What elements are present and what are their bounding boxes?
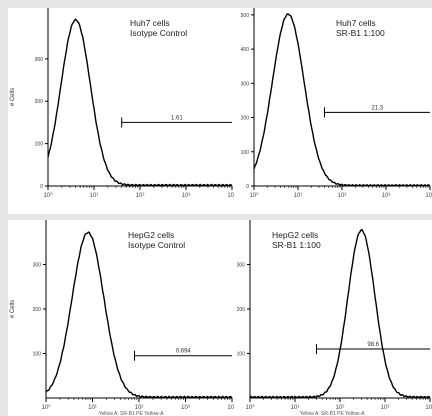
x-tick-label: 10⁴ <box>227 192 237 199</box>
histogram-panel: 0 100 200 300 10⁰ 10¹ 10² 10³ 10⁴ 1.61 Huh7 cellsI… <box>8 8 237 214</box>
y-axis-label: # Cells <box>10 88 16 106</box>
panel-background <box>234 220 432 416</box>
y-tick-label: 100 <box>35 142 44 148</box>
histogram-panel: 100 200 300 10⁰ 10¹ 10² 10³ 10⁴ 0.694 HepG2 cells… <box>8 220 237 416</box>
histogram-curve <box>253 13 431 187</box>
x-tick-label: 10² <box>136 193 145 199</box>
x-tick-label: 10³ <box>181 405 190 411</box>
panel-title: Huh7 cells <box>130 18 170 28</box>
panel-background <box>234 8 432 214</box>
x-axis-label: Yellow A: SR-B1 PE Yellow-A <box>300 411 366 416</box>
panel-title: Huh7 cells <box>336 18 376 28</box>
panel-title: HepG2 cells <box>128 230 174 240</box>
y-tick-label: 300 <box>237 263 246 269</box>
y-tick-label: 100 <box>237 352 246 358</box>
histogram-panel: 100 200 300 10⁰ 10¹ 10² 10³ 10⁴ 98.6 HepG2 cellsS… <box>234 220 432 416</box>
histogram-curve <box>47 18 233 187</box>
y-tick-label: 400 <box>241 47 250 53</box>
x-tick-label: 10³ <box>382 193 391 199</box>
y-tick-label: 500 <box>241 13 250 19</box>
gate-percentage: 0.694 <box>176 349 192 355</box>
y-tick-label: 200 <box>237 307 246 313</box>
panel-title: Isotype Control <box>128 240 185 250</box>
y-tick-label: 300 <box>33 263 42 269</box>
y-tick-label: 200 <box>241 116 250 122</box>
x-tick-label: 10¹ <box>294 193 303 199</box>
x-tick-label: 10⁴ <box>227 404 237 411</box>
panel-title: HepG2 cells <box>272 230 318 240</box>
x-tick-label: 10⁰ <box>249 192 259 199</box>
histogram-panel: 0 100 200 300 400 500 10⁰ 10¹ 10² 10³ 10⁴ 21.3 Huh7 … <box>234 8 432 214</box>
x-tick-label: 10³ <box>182 193 191 199</box>
gate-percentage: 1.61 <box>171 115 183 121</box>
histogram-curve <box>45 231 233 399</box>
x-tick-label: 10¹ <box>90 193 99 199</box>
y-tick-label: 300 <box>35 57 44 63</box>
panel-title: Isotype Control <box>130 28 187 38</box>
x-tick-label: 10⁰ <box>41 404 51 411</box>
gate-percentage: 21.3 <box>371 105 383 111</box>
x-axis-label: Yellow A: SR-B1 PE Yellow-A <box>99 411 165 416</box>
y-tick-label: 100 <box>241 150 250 156</box>
y-tick-label: 200 <box>35 99 44 105</box>
x-tick-label: 10⁰ <box>43 192 53 199</box>
x-tick-label: 10³ <box>381 405 390 411</box>
panel-background <box>8 8 236 214</box>
x-tick-label: 10⁰ <box>245 404 255 411</box>
panel-title: SR-B1 1:100 <box>272 240 321 250</box>
x-tick-label: 10⁴ <box>425 192 432 199</box>
y-tick-label: 300 <box>241 81 250 87</box>
y-axis-label: # Cells <box>10 300 16 318</box>
x-tick-label: 10¹ <box>291 405 300 411</box>
y-tick-label: 0 <box>40 184 43 190</box>
x-tick-label: 10² <box>338 193 347 199</box>
panel-title: SR-B1 1:100 <box>336 28 385 38</box>
x-tick-label: 10⁴ <box>425 404 432 411</box>
gate-percentage: 98.6 <box>367 342 379 348</box>
panel-background <box>8 220 236 416</box>
y-tick-label: 100 <box>33 352 42 358</box>
x-tick-label: 10² <box>336 405 345 411</box>
x-tick-label: 10² <box>135 405 144 411</box>
x-tick-label: 10¹ <box>88 405 97 411</box>
y-tick-label: 0 <box>246 184 249 190</box>
y-tick-label: 200 <box>33 307 42 313</box>
